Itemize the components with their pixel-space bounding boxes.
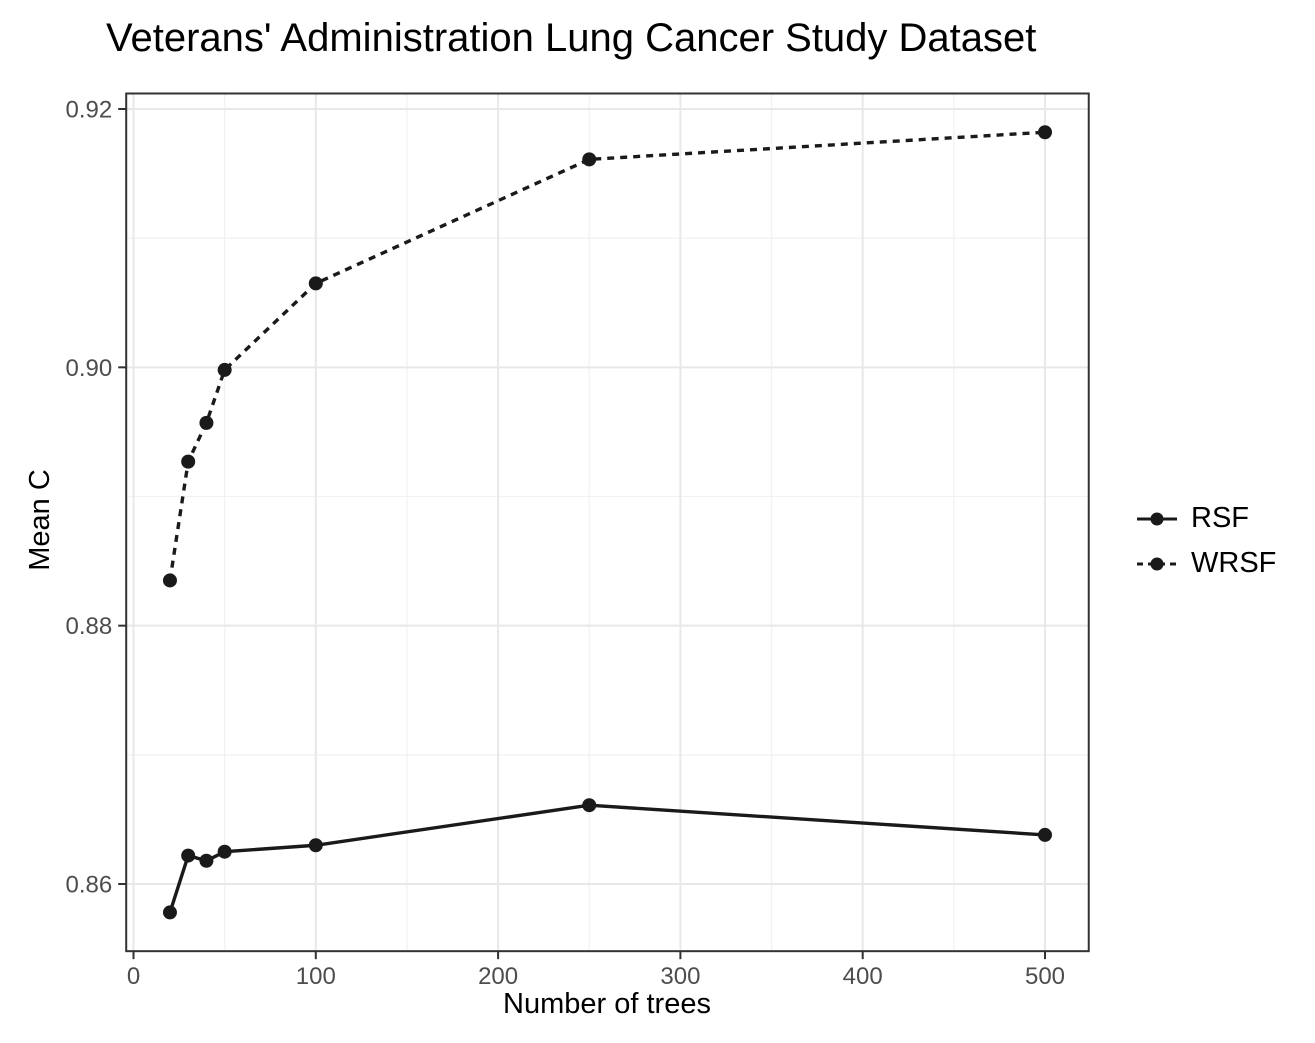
data-point-rsf	[1038, 827, 1052, 842]
legend: RSF WRSF	[1136, 496, 1276, 586]
data-point-wrsf	[199, 415, 214, 430]
panel-border	[125, 92, 1090, 953]
data-point-rsf	[217, 844, 232, 859]
chart-title: Veterans' Administration Lung Cancer Stu…	[106, 16, 1037, 60]
data-point-wrsf	[217, 362, 232, 377]
wrsf-dashed-line-key-icon	[1137, 557, 1177, 570]
y-tick-label: 0.86	[65, 872, 112, 899]
y-tick-label: 0.88	[65, 613, 112, 640]
data-point-rsf	[582, 798, 597, 813]
x-axis-title: Number of trees	[503, 988, 711, 1020]
y-axis-title: Mean C	[24, 469, 56, 571]
x-tick-label: 100	[296, 963, 336, 990]
data-point-wrsf	[162, 573, 177, 588]
x-tick-label: 500	[1025, 963, 1065, 990]
legend-item-wrsf: WRSF	[1136, 541, 1276, 586]
rsf-solid-line-key-icon	[1137, 512, 1177, 525]
legend-label-wrsf: WRSF	[1191, 547, 1277, 579]
data-point-wrsf	[181, 454, 196, 469]
series-line-rsf	[168, 803, 1046, 913]
legend-label-rsf: RSF	[1191, 502, 1249, 534]
data-point-wrsf	[582, 152, 597, 167]
data-point-rsf	[181, 848, 196, 863]
series-line-wrsf	[168, 130, 1046, 581]
x-tick-label: 400	[843, 963, 883, 990]
data-point-wrsf	[1038, 125, 1052, 140]
x-tick-label: 200	[478, 963, 518, 990]
data-point-wrsf	[308, 276, 323, 291]
data-point-rsf	[199, 853, 214, 868]
x-tick-label: 0	[127, 963, 140, 990]
x-tick-label: 300	[660, 963, 700, 990]
data-point-rsf	[162, 905, 177, 920]
data-point-rsf	[308, 838, 323, 853]
y-tick-label: 0.92	[65, 97, 112, 124]
y-tick-label: 0.90	[65, 355, 112, 382]
legend-item-rsf: RSF	[1136, 496, 1276, 541]
